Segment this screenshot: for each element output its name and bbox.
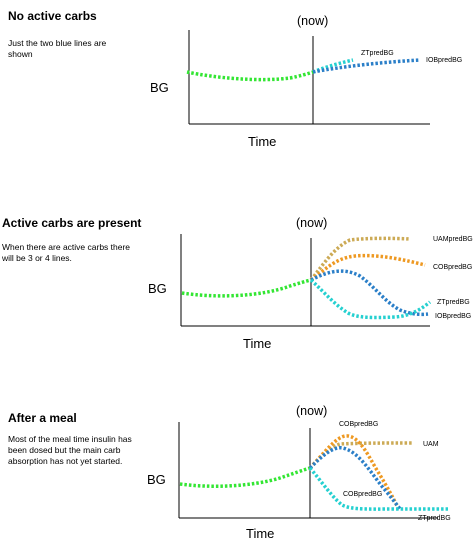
panel-2-title: Active carbs are present [2,216,142,230]
panel-2-axes [180,234,430,327]
panel-3-x-axis-label: Time [246,526,275,541]
panel-3-curves: COBpredBG UAM COBpredBG ZTpredBG [179,421,451,522]
panel-3-ztpredbg-label: ZTpredBG [418,515,451,522]
panel-1-title: No active carbs [8,9,97,23]
panel-2-cobpredbg-label: COBpredBG [433,264,472,271]
panel-3-now-label: (now) [296,404,328,418]
panel-1-ztpredbg-line [312,58,354,74]
panel-1-axes [188,30,430,125]
panel-2-iobpredbg-label: IOBpredBG [435,313,471,320]
panel-2-ztpredbg-label: ZTpredBG [437,299,470,306]
panel-1-curves: ZTpredBG IOBpredBG [186,50,462,82]
panel-1-iobpredbg-line [312,58,421,74]
panel-3-cobpredbg-line [308,434,400,509]
panel-2-uampredbg-line [309,236,411,282]
panel-2-cobpredbg-line [309,253,426,282]
panel-1-ztpredbg-label: ZTpredBG [361,50,394,57]
panel-2-iobpredbg-line [310,269,429,317]
panel-2-y-axis-label: BG [148,281,167,296]
panel-3-description: Most of the meal time insulin has been d… [8,434,132,466]
panel-1-bg-history-line [186,70,314,82]
panel-2-x-axis-label: Time [243,336,272,351]
panel-2-now-label: (now) [296,216,328,230]
panel-3-cobpredbg-top-label: COBpredBG [339,421,378,428]
panel-1-y-axis-label: BG [150,80,169,95]
panel-3-bg-history-line [179,466,311,488]
panel-2-bg-history-line [181,278,312,298]
panel-3-cobpredbg-bottom-label: COBpredBG [343,491,382,498]
panel-3-y-axis-label: BG [147,472,166,487]
panel-3-title: After a meal [8,411,77,425]
panel-2-ztpredbg-line [309,278,432,320]
panel-1-iobpredbg-label: IOBpredBG [426,57,462,64]
panel-3-uam-label: UAM [423,441,439,448]
panel-1-now-label: (now) [297,14,329,28]
panel-2-curves: UAMpredBG COBpredBG ZTpredBG IOBpredBG [181,236,473,320]
panel-2-description: When there are active carbs there will b… [2,242,131,263]
panel-2-uampredbg-label: UAMpredBG [433,236,473,243]
panel-1-description: Just the two blue lines are shown [8,38,107,59]
panel-3-iobpredbg-line [308,446,403,512]
panel-3-axes [178,422,438,519]
panel-1-x-axis-label: Time [248,134,277,149]
